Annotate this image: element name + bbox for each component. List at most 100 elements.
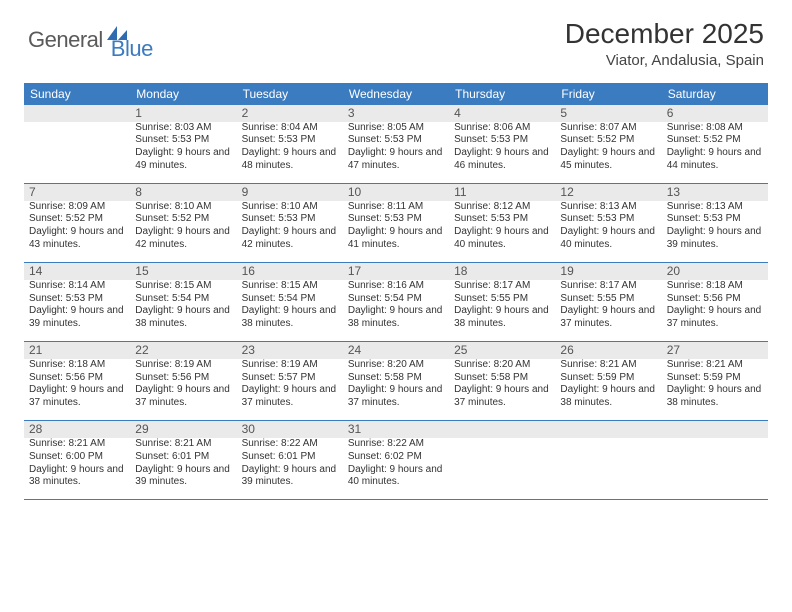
day-info-line: Daylight: 9 hours and 38 minutes. (560, 384, 656, 410)
day-info-line: Sunrise: 8:05 AM (348, 122, 444, 135)
calendar-table: Sunday Monday Tuesday Wednesday Thursday… (24, 83, 768, 500)
day-info-line: Daylight: 9 hours and 37 minutes. (560, 305, 656, 331)
day-info-line: Sunrise: 8:21 AM (560, 359, 656, 372)
logo: General Blue (28, 18, 153, 62)
day-number-cell: 23 (237, 342, 343, 359)
day-info-line: Sunset: 5:56 PM (29, 372, 125, 385)
day-info-line: Daylight: 9 hours and 46 minutes. (454, 147, 550, 173)
day-info-line: Sunset: 5:52 PM (560, 134, 656, 147)
day-info-line: Sunrise: 8:20 AM (348, 359, 444, 372)
day-cell: Sunrise: 8:05 AMSunset: 5:53 PMDaylight:… (343, 122, 449, 184)
weekday-header: Tuesday (237, 83, 343, 105)
day-number-cell: 1 (130, 105, 236, 122)
day-number-cell (662, 421, 768, 438)
day-cell: Sunrise: 8:18 AMSunset: 5:56 PMDaylight:… (662, 280, 768, 342)
day-info-line: Sunrise: 8:22 AM (242, 438, 338, 451)
day-cell: Sunrise: 8:21 AMSunset: 5:59 PMDaylight:… (662, 359, 768, 421)
day-cell: Sunrise: 8:10 AMSunset: 5:53 PMDaylight:… (237, 201, 343, 263)
day-info-line: Daylight: 9 hours and 38 minutes. (242, 305, 338, 331)
day-cell: Sunrise: 8:03 AMSunset: 5:53 PMDaylight:… (130, 122, 236, 184)
day-number-cell: 14 (24, 263, 130, 280)
day-info-line: Sunset: 5:53 PM (454, 134, 550, 147)
day-info-line: Sunset: 6:00 PM (29, 451, 125, 464)
day-cell: Sunrise: 8:19 AMSunset: 5:57 PMDaylight:… (237, 359, 343, 421)
day-info-line: Sunrise: 8:03 AM (135, 122, 231, 135)
day-info-line: Sunset: 5:53 PM (29, 293, 125, 306)
day-info-line: Daylight: 9 hours and 39 minutes. (667, 226, 763, 252)
day-info-line: Sunset: 6:01 PM (135, 451, 231, 464)
day-cell: Sunrise: 8:17 AMSunset: 5:55 PMDaylight:… (449, 280, 555, 342)
page-header: General Blue December 2025 Viator, Andal… (0, 0, 792, 75)
day-number-cell: 11 (449, 184, 555, 201)
day-number-cell: 5 (555, 105, 661, 122)
day-info-line: Daylight: 9 hours and 42 minutes. (135, 226, 231, 252)
day-info-line: Sunrise: 8:19 AM (242, 359, 338, 372)
day-number-cell: 30 (237, 421, 343, 438)
week-row: Sunrise: 8:14 AMSunset: 5:53 PMDaylight:… (24, 280, 768, 342)
day-info-line: Daylight: 9 hours and 38 minutes. (348, 305, 444, 331)
day-info-line: Sunrise: 8:17 AM (560, 280, 656, 293)
day-info-line: Sunrise: 8:15 AM (242, 280, 338, 293)
day-cell: Sunrise: 8:19 AMSunset: 5:56 PMDaylight:… (130, 359, 236, 421)
day-cell: Sunrise: 8:20 AMSunset: 5:58 PMDaylight:… (449, 359, 555, 421)
day-info-line: Daylight: 9 hours and 39 minutes. (242, 464, 338, 490)
day-info-line: Sunset: 5:53 PM (348, 134, 444, 147)
day-cell (449, 438, 555, 500)
day-info-line: Sunset: 5:58 PM (454, 372, 550, 385)
day-info-line: Daylight: 9 hours and 40 minutes. (560, 226, 656, 252)
day-info-line: Sunset: 6:02 PM (348, 451, 444, 464)
day-cell: Sunrise: 8:15 AMSunset: 5:54 PMDaylight:… (130, 280, 236, 342)
day-info-line: Sunset: 5:56 PM (135, 372, 231, 385)
day-cell: Sunrise: 8:13 AMSunset: 5:53 PMDaylight:… (555, 201, 661, 263)
day-info-line: Sunset: 5:53 PM (667, 213, 763, 226)
day-info-line: Sunset: 5:53 PM (135, 134, 231, 147)
day-info-line: Sunrise: 8:13 AM (560, 201, 656, 214)
day-info-line: Sunset: 5:56 PM (667, 293, 763, 306)
day-cell (662, 438, 768, 500)
weekday-header: Saturday (662, 83, 768, 105)
day-cell: Sunrise: 8:14 AMSunset: 5:53 PMDaylight:… (24, 280, 130, 342)
day-info-line: Sunrise: 8:20 AM (454, 359, 550, 372)
day-info-line: Sunrise: 8:21 AM (29, 438, 125, 451)
day-info-line: Sunset: 5:53 PM (560, 213, 656, 226)
day-cell: Sunrise: 8:07 AMSunset: 5:52 PMDaylight:… (555, 122, 661, 184)
day-number-cell: 6 (662, 105, 768, 122)
day-cell: Sunrise: 8:21 AMSunset: 5:59 PMDaylight:… (555, 359, 661, 421)
day-info-line: Daylight: 9 hours and 37 minutes. (29, 384, 125, 410)
day-info-line: Daylight: 9 hours and 43 minutes. (29, 226, 125, 252)
day-cell: Sunrise: 8:15 AMSunset: 5:54 PMDaylight:… (237, 280, 343, 342)
day-info-line: Sunrise: 8:18 AM (29, 359, 125, 372)
day-info-line: Sunrise: 8:06 AM (454, 122, 550, 135)
day-info-line: Daylight: 9 hours and 39 minutes. (135, 464, 231, 490)
day-cell: Sunrise: 8:13 AMSunset: 5:53 PMDaylight:… (662, 201, 768, 263)
weekday-header: Thursday (449, 83, 555, 105)
day-info-line: Sunset: 5:52 PM (667, 134, 763, 147)
day-info-line: Daylight: 9 hours and 49 minutes. (135, 147, 231, 173)
day-number-cell: 16 (237, 263, 343, 280)
day-info-line: Daylight: 9 hours and 37 minutes. (667, 305, 763, 331)
day-info-line: Sunset: 5:53 PM (242, 213, 338, 226)
day-info-line: Sunrise: 8:21 AM (667, 359, 763, 372)
day-info-line: Sunrise: 8:18 AM (667, 280, 763, 293)
week-row: Sunrise: 8:03 AMSunset: 5:53 PMDaylight:… (24, 122, 768, 184)
day-cell: Sunrise: 8:21 AMSunset: 6:01 PMDaylight:… (130, 438, 236, 500)
day-info-line: Daylight: 9 hours and 37 minutes. (135, 384, 231, 410)
day-info-line: Daylight: 9 hours and 45 minutes. (560, 147, 656, 173)
day-number-cell: 7 (24, 184, 130, 201)
day-cell: Sunrise: 8:18 AMSunset: 5:56 PMDaylight:… (24, 359, 130, 421)
day-cell: Sunrise: 8:10 AMSunset: 5:52 PMDaylight:… (130, 201, 236, 263)
day-info-line: Sunset: 5:55 PM (454, 293, 550, 306)
day-info-line: Sunrise: 8:04 AM (242, 122, 338, 135)
week-row: Sunrise: 8:21 AMSunset: 6:00 PM Daylight:… (24, 438, 768, 500)
day-number-cell: 22 (130, 342, 236, 359)
day-info-line: Sunrise: 8:11 AM (348, 201, 444, 214)
day-cell: Sunrise: 8:08 AMSunset: 5:52 PMDaylight:… (662, 122, 768, 184)
day-number-row: 78910111213 (24, 184, 768, 201)
day-cell: Sunrise: 8:20 AMSunset: 5:58 PMDaylight:… (343, 359, 449, 421)
day-info-line: Sunset: 5:54 PM (135, 293, 231, 306)
day-cell (24, 122, 130, 184)
day-number-cell: 10 (343, 184, 449, 201)
day-info-line: Sunrise: 8:17 AM (454, 280, 550, 293)
day-number-cell: 28 (24, 421, 130, 438)
day-info-line: Sunset: 5:58 PM (348, 372, 444, 385)
